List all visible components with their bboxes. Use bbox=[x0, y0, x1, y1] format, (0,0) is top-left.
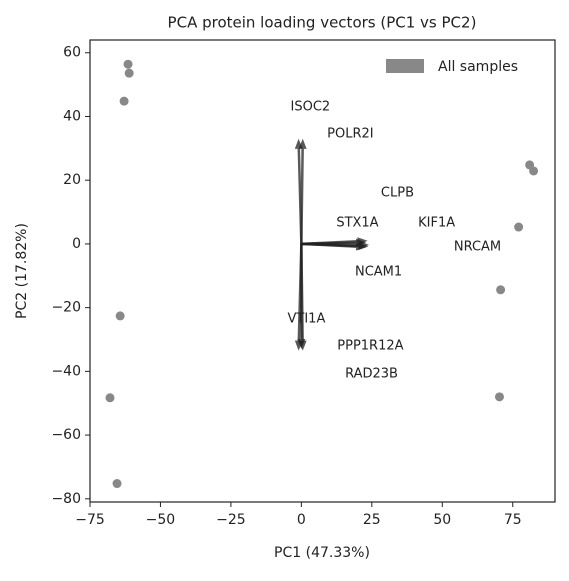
arrow-head bbox=[298, 138, 307, 149]
legend-swatch bbox=[386, 59, 424, 73]
loading-arrow bbox=[300, 148, 304, 244]
y-tick-label: 60 bbox=[63, 45, 81, 61]
loading-label: STX1A bbox=[336, 215, 378, 230]
x-tick-label: −50 bbox=[146, 512, 176, 528]
y-axis-label: PC2 (17.82%) bbox=[14, 223, 30, 319]
legend-label: All samples bbox=[438, 59, 518, 75]
arrow-head bbox=[297, 339, 306, 350]
loading-label: NCAM1 bbox=[355, 264, 402, 279]
loading-label: ISOC2 bbox=[291, 99, 331, 114]
plot-frame bbox=[89, 39, 556, 503]
x-tick-label: 0 bbox=[297, 512, 306, 528]
sample-point bbox=[494, 392, 504, 402]
sample-point bbox=[119, 96, 129, 106]
x-tick-label: −25 bbox=[216, 512, 246, 528]
sample-point bbox=[124, 68, 134, 78]
loading-arrow bbox=[301, 242, 357, 248]
y-tick-label: −40 bbox=[51, 363, 81, 379]
y-tick-label: 40 bbox=[63, 108, 81, 124]
loading-label: VTI1A bbox=[288, 311, 326, 326]
loading-label: RAD23B bbox=[345, 366, 398, 381]
sample-point bbox=[115, 311, 125, 321]
loading-label: POLR2I bbox=[327, 126, 373, 141]
y-tick-label: 20 bbox=[63, 172, 81, 188]
chart-title: PCA protein loading vectors (PC1 vs PC2) bbox=[168, 14, 477, 32]
sample-point bbox=[105, 393, 115, 403]
sample-point bbox=[496, 285, 506, 295]
x-tick-label: 50 bbox=[433, 512, 451, 528]
sample-point bbox=[529, 166, 539, 176]
x-tick-label: −75 bbox=[75, 512, 105, 528]
loading-label: KIF1A bbox=[418, 215, 455, 230]
x-tick-label: 75 bbox=[504, 512, 522, 528]
x-axis-label: PC1 (47.33%) bbox=[274, 545, 370, 561]
loading-label: CLPB bbox=[381, 185, 414, 200]
sample-point bbox=[112, 479, 122, 489]
y-tick-label: 0 bbox=[72, 236, 81, 252]
y-tick-label: −80 bbox=[51, 491, 81, 507]
y-tick-label: −60 bbox=[51, 427, 81, 443]
arrow-head bbox=[355, 242, 367, 251]
sample-point bbox=[123, 59, 133, 69]
x-tick-label: 25 bbox=[363, 512, 381, 528]
y-tick-label: −20 bbox=[51, 300, 81, 316]
loading-label: NRCAM bbox=[454, 239, 501, 254]
loading-label: PPP1R12A bbox=[337, 338, 403, 353]
sample-point bbox=[514, 222, 524, 232]
